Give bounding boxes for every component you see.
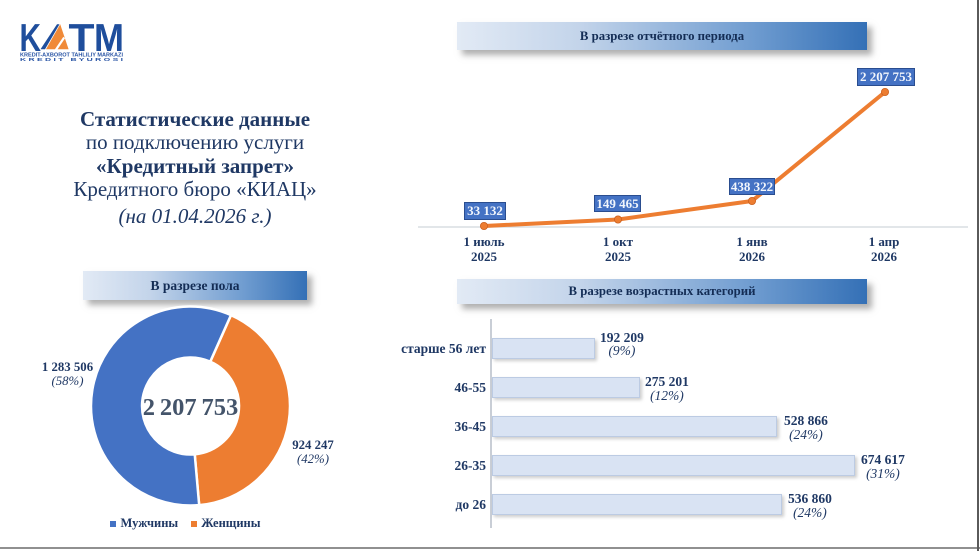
svg-text:K R E D I T B Y U R O S I: K R E D I T B Y U R O S I bbox=[20, 57, 123, 62]
svg-text:K: K bbox=[20, 17, 42, 60]
svg-text:T: T bbox=[69, 17, 96, 60]
svg-text:M: M bbox=[94, 17, 124, 60]
svg-text:KREDIT-AXBOROT TAHLILIY MARKAZ: KREDIT-AXBOROT TAHLILIY MARKAZI bbox=[20, 52, 124, 58]
